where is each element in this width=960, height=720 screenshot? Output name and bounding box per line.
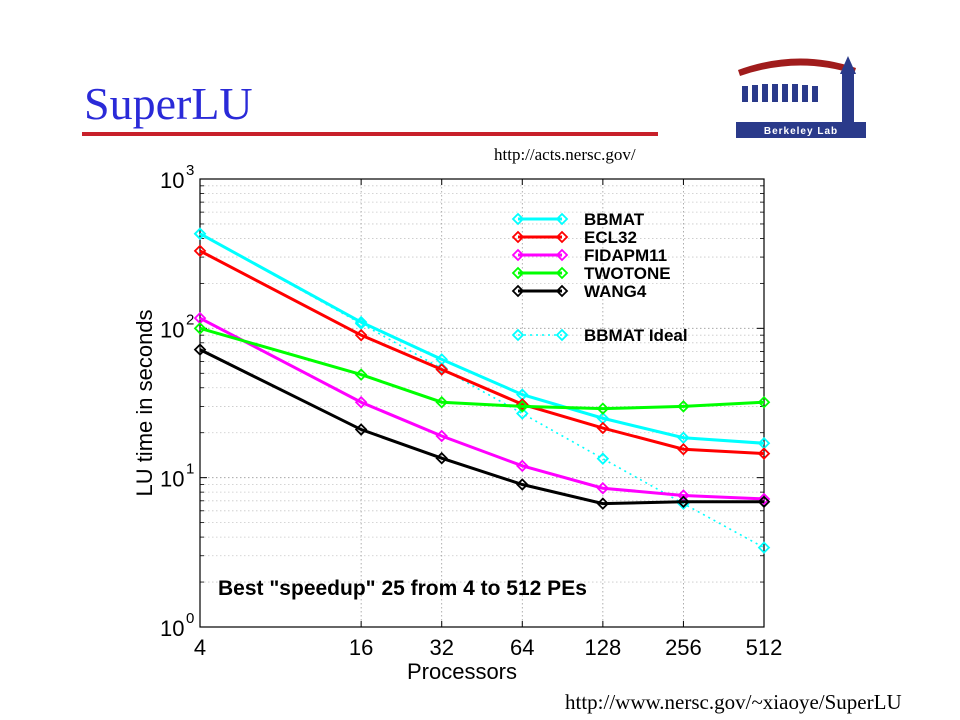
series-line (199, 249, 765, 456)
series-wang4 (193, 343, 771, 510)
series-ecl32 (193, 244, 771, 460)
y-tick-label-exponent: 1 (186, 461, 194, 478)
data-point (596, 452, 610, 465)
data-point (516, 478, 529, 491)
data-point (677, 400, 690, 413)
data-point (435, 451, 448, 465)
speedup-annotation: Best "speedup" 25 from 4 to 512 PEs (218, 577, 587, 600)
acts-url-text: http://acts.nersc.gov/ (494, 145, 636, 164)
legend-marker (555, 230, 569, 244)
data-point (516, 398, 529, 411)
x-tick-label: 256 (665, 635, 702, 660)
x-axis-label: Processors (407, 659, 517, 684)
legend-entry: BBMAT (511, 210, 645, 229)
data-point (435, 363, 448, 376)
legend-label: BBMAT Ideal (584, 326, 688, 345)
legend-marker (511, 248, 525, 262)
legend-label: WANG4 (584, 282, 647, 301)
legend-label: BBMAT (584, 210, 645, 229)
data-point (354, 395, 368, 409)
series-line (199, 232, 765, 445)
title-underline (82, 132, 658, 136)
data-point (757, 395, 771, 409)
legend-marker (511, 328, 525, 342)
legend-marker (511, 212, 525, 226)
y-tick-label-base: 10 (160, 168, 184, 193)
data-point (354, 423, 368, 436)
series-line (199, 233, 765, 549)
series-twotone (193, 322, 771, 415)
x-tick-label: 16 (349, 635, 373, 660)
data-point (596, 497, 610, 510)
y-tick-label: 10 3 (160, 164, 194, 193)
legend-marker (555, 328, 569, 342)
data-point (596, 481, 610, 495)
data-point (677, 495, 690, 509)
data-point (516, 407, 529, 420)
x-tick-label: 32 (429, 635, 453, 660)
legend-entry: WANG4 (511, 282, 647, 301)
x-tick-label: 4 (194, 635, 206, 660)
berkeley-lab-logo-text: Berkeley Lab (764, 126, 838, 137)
x-tick-label: 64 (510, 635, 534, 660)
legend-label: FIDAPM11 (584, 246, 667, 265)
y-tick-label-exponent: 3 (186, 164, 194, 179)
data-point (435, 429, 448, 443)
legend-label: TWOTONE (584, 264, 671, 283)
x-tick-label: 512 (746, 635, 783, 660)
legend-label: ECL32 (584, 228, 637, 247)
data-point (677, 431, 690, 445)
data-point (354, 328, 368, 342)
data-point (435, 395, 448, 409)
data-point (677, 442, 690, 456)
y-tick-label: 10 1 (160, 461, 194, 492)
data-point (516, 400, 529, 413)
series-line (199, 326, 765, 411)
data-point (193, 322, 207, 335)
y-tick-label-exponent: 2 (186, 311, 194, 328)
data-point (516, 459, 529, 473)
legend-marker (555, 284, 569, 298)
y-tick-label-base: 10 (160, 616, 184, 641)
legend-marker (555, 212, 569, 226)
legend-marker (555, 266, 569, 280)
series-line (199, 348, 764, 506)
slide-title: SuperLU (84, 78, 253, 129)
legend-entry: BBMAT Ideal (511, 326, 688, 345)
y-tick-label-base: 10 (160, 467, 184, 492)
data-point (757, 541, 771, 554)
x-tick-label: 128 (584, 635, 621, 660)
legend-marker (511, 230, 525, 244)
legend-marker (511, 284, 525, 298)
data-point (596, 421, 610, 435)
y-tick-label-base: 10 (160, 317, 184, 342)
data-point (193, 343, 207, 356)
y-tick-label: 10 2 (160, 311, 194, 342)
legend-entry: ECL32 (511, 228, 637, 247)
data-point (757, 495, 771, 509)
y-tick-label-exponent: 0 (186, 610, 194, 627)
data-point (757, 492, 771, 506)
y-axis-label: LU time in seconds (132, 309, 157, 496)
legend-entry: TWOTONE (511, 264, 671, 283)
data-point (596, 402, 610, 415)
data-point (354, 315, 368, 329)
berkeley-lab-logo: Berkeley Lab (736, 56, 866, 138)
data-point (757, 447, 771, 460)
legend-entry: FIDAPM11 (511, 246, 667, 265)
superlu-url-text: http://www.nersc.gov/~xiaoye/SuperLU (565, 690, 902, 714)
data-point (193, 244, 207, 258)
legend-marker (511, 266, 525, 280)
data-point (193, 227, 207, 241)
legend-marker (555, 248, 569, 262)
data-point (354, 368, 368, 381)
y-tick-label: 10 0 (160, 610, 194, 641)
